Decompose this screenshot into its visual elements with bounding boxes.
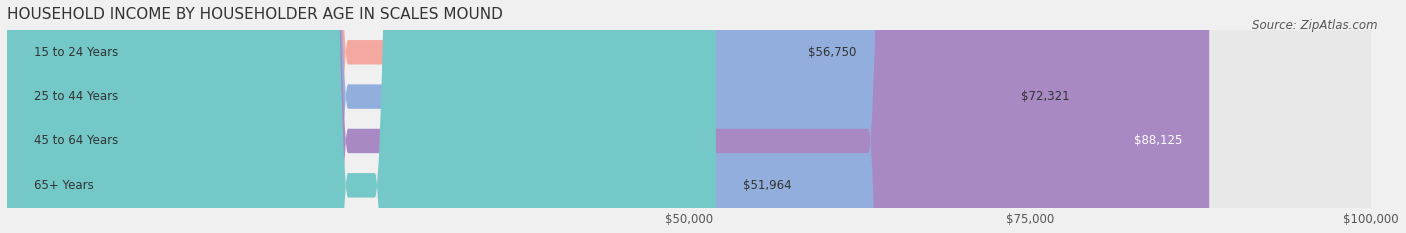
Text: $88,125: $88,125 (1133, 134, 1182, 147)
FancyBboxPatch shape (7, 0, 994, 233)
Text: 25 to 44 Years: 25 to 44 Years (34, 90, 118, 103)
Text: 65+ Years: 65+ Years (34, 179, 94, 192)
Text: $51,964: $51,964 (744, 179, 792, 192)
Text: Source: ZipAtlas.com: Source: ZipAtlas.com (1253, 19, 1378, 32)
Text: 45 to 64 Years: 45 to 64 Years (34, 134, 118, 147)
FancyBboxPatch shape (7, 0, 716, 233)
FancyBboxPatch shape (7, 0, 1209, 233)
FancyBboxPatch shape (7, 0, 1371, 233)
FancyBboxPatch shape (7, 0, 782, 233)
FancyBboxPatch shape (7, 0, 1371, 233)
FancyBboxPatch shape (7, 0, 1371, 233)
Text: $56,750: $56,750 (808, 46, 856, 59)
Text: HOUSEHOLD INCOME BY HOUSEHOLDER AGE IN SCALES MOUND: HOUSEHOLD INCOME BY HOUSEHOLDER AGE IN S… (7, 7, 503, 22)
FancyBboxPatch shape (7, 0, 1371, 233)
Text: 15 to 24 Years: 15 to 24 Years (34, 46, 118, 59)
Text: $72,321: $72,321 (1021, 90, 1070, 103)
